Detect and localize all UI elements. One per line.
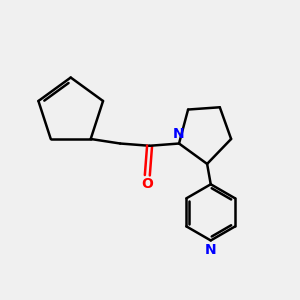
- Text: O: O: [141, 177, 153, 191]
- Text: N: N: [205, 243, 217, 257]
- Text: N: N: [173, 127, 185, 140]
